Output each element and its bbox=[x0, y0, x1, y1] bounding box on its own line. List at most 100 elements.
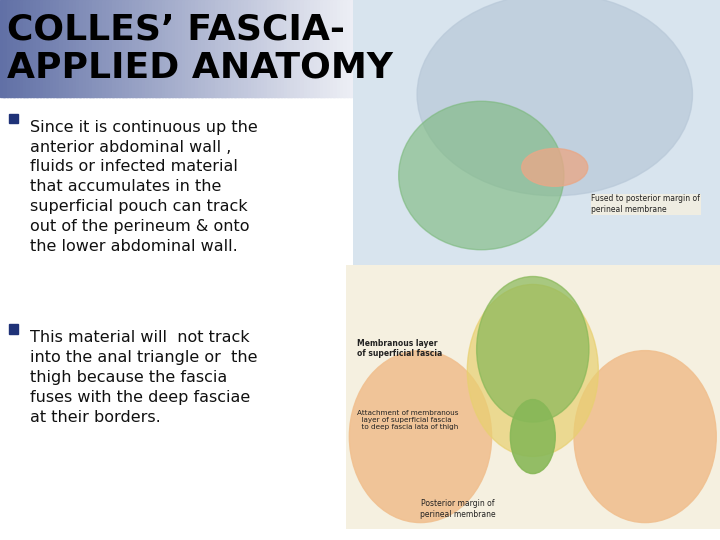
Bar bbox=[9, 114, 18, 123]
Bar bbox=[211, 0, 216, 97]
Bar bbox=[138, 0, 143, 97]
Bar bbox=[271, 0, 275, 97]
Bar bbox=[53, 0, 58, 97]
Bar bbox=[0, 0, 5, 97]
Bar bbox=[171, 0, 176, 97]
Bar bbox=[258, 0, 262, 97]
Bar bbox=[333, 0, 338, 97]
Bar bbox=[327, 0, 331, 97]
Bar bbox=[30, 0, 35, 97]
Bar bbox=[66, 0, 71, 97]
Ellipse shape bbox=[477, 276, 589, 422]
Bar bbox=[261, 0, 266, 97]
Bar bbox=[198, 0, 203, 97]
Bar bbox=[79, 0, 84, 97]
Bar bbox=[231, 0, 235, 97]
Bar bbox=[346, 265, 720, 529]
Ellipse shape bbox=[467, 285, 598, 456]
Bar bbox=[360, 0, 364, 97]
Bar bbox=[9, 325, 18, 334]
Bar bbox=[244, 0, 249, 97]
Bar bbox=[69, 0, 74, 97]
Bar bbox=[40, 0, 45, 97]
Bar bbox=[383, 0, 387, 97]
Bar bbox=[337, 0, 341, 97]
Bar bbox=[148, 0, 153, 97]
Bar bbox=[188, 0, 193, 97]
Bar bbox=[350, 0, 354, 97]
Ellipse shape bbox=[574, 350, 716, 523]
Bar bbox=[43, 0, 48, 97]
Bar bbox=[102, 0, 107, 97]
Bar bbox=[202, 0, 206, 97]
Bar bbox=[96, 0, 101, 97]
Bar bbox=[320, 0, 325, 97]
Bar bbox=[6, 0, 12, 97]
Bar bbox=[20, 0, 24, 97]
Bar bbox=[323, 0, 328, 97]
Text: Attachment of membranous
  layer of superficial fascia
  to deep fascia lata of : Attachment of membranous layer of superf… bbox=[357, 410, 459, 430]
Text: Membranous layer
of superficial fascia: Membranous layer of superficial fascia bbox=[357, 339, 442, 358]
Text: Posterior margin of
perineal membrane: Posterior margin of perineal membrane bbox=[420, 499, 496, 518]
Bar bbox=[377, 0, 381, 97]
Bar bbox=[50, 0, 54, 97]
Bar bbox=[287, 0, 292, 97]
Bar bbox=[346, 0, 351, 97]
Bar bbox=[27, 0, 31, 97]
Bar bbox=[234, 0, 239, 97]
Bar bbox=[353, 0, 720, 270]
Bar bbox=[36, 0, 41, 97]
Bar bbox=[158, 0, 163, 97]
Bar bbox=[297, 0, 302, 97]
Bar bbox=[168, 0, 173, 97]
Ellipse shape bbox=[417, 0, 693, 195]
Bar bbox=[251, 0, 256, 97]
Bar bbox=[343, 0, 348, 97]
Bar bbox=[248, 0, 252, 97]
Bar bbox=[215, 0, 220, 97]
Bar bbox=[145, 0, 150, 97]
Bar bbox=[99, 0, 104, 97]
Bar bbox=[304, 0, 308, 97]
Bar bbox=[13, 0, 18, 97]
Ellipse shape bbox=[510, 400, 555, 474]
Bar bbox=[353, 0, 358, 97]
Bar bbox=[10, 0, 14, 97]
Bar bbox=[238, 0, 243, 97]
Bar bbox=[106, 0, 110, 97]
Bar bbox=[142, 0, 147, 97]
Bar bbox=[330, 0, 335, 97]
Bar bbox=[122, 0, 127, 97]
Bar bbox=[125, 0, 130, 97]
Bar bbox=[284, 0, 289, 97]
Bar bbox=[76, 0, 81, 97]
Bar bbox=[175, 0, 180, 97]
Bar bbox=[363, 0, 368, 97]
Bar bbox=[112, 0, 117, 97]
Text: COLLES’ FASCIA-: COLLES’ FASCIA- bbox=[7, 13, 345, 46]
Bar bbox=[63, 0, 68, 97]
Bar bbox=[155, 0, 160, 97]
Text: APPLIED ANATOMY: APPLIED ANATOMY bbox=[7, 51, 393, 84]
Text: This material will  not track
into the anal triangle or  the
thigh because the f: This material will not track into the an… bbox=[30, 330, 258, 424]
Bar bbox=[86, 0, 91, 97]
Bar bbox=[281, 0, 285, 97]
Bar bbox=[386, 0, 391, 97]
Bar bbox=[300, 0, 305, 97]
Bar bbox=[89, 0, 94, 97]
Bar bbox=[241, 0, 246, 97]
Bar bbox=[192, 0, 196, 97]
Ellipse shape bbox=[349, 350, 492, 523]
Bar bbox=[228, 0, 233, 97]
Bar bbox=[390, 0, 394, 97]
Bar bbox=[379, 0, 384, 97]
Bar bbox=[33, 0, 37, 97]
Ellipse shape bbox=[522, 148, 588, 186]
Bar bbox=[225, 0, 229, 97]
Bar bbox=[162, 0, 166, 97]
Bar bbox=[152, 0, 156, 97]
Ellipse shape bbox=[399, 102, 564, 249]
Bar bbox=[56, 0, 60, 97]
Bar bbox=[73, 0, 77, 97]
Bar bbox=[46, 0, 51, 97]
